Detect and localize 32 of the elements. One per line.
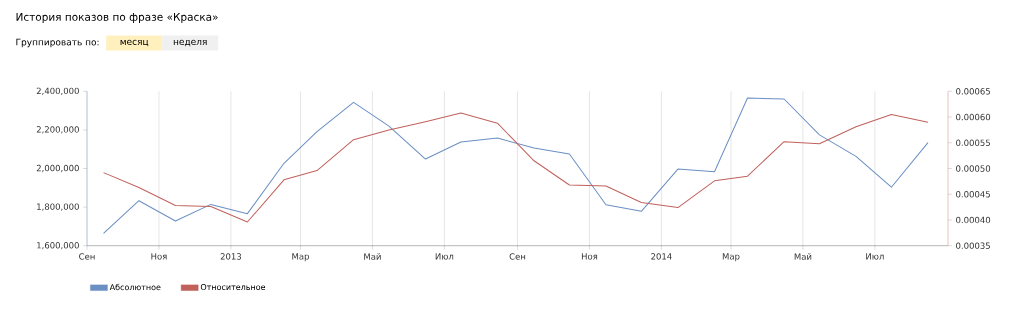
y2-tick-label: 0.00065 — [956, 88, 990, 95]
chart-title: История показов по фразе «Краска» — [16, 13, 218, 23]
line-series — [103, 97, 929, 234]
text: месяц — [120, 39, 149, 47]
y-tick-label: 2,400,000 — [36, 87, 79, 95]
y-tick-label: 2,200,000 — [36, 126, 79, 134]
legend-label: Относительное — [200, 284, 266, 291]
x-tick-label: 2014 — [651, 253, 672, 260]
x-tick-label: Июл — [435, 253, 454, 260]
y-tick-label: 2,000,000 — [36, 164, 79, 173]
y2-tick-label: 0.00040 — [956, 216, 991, 224]
x-tick-label: Ноя — [151, 253, 167, 260]
y2-tick-label: 0.00035 — [956, 242, 990, 249]
line-series — [103, 112, 929, 223]
y2-tick-label: 0.00060 — [956, 113, 991, 121]
y-tick-label: 1,800,000 — [37, 203, 79, 211]
x-tick-label: 2013 — [220, 253, 242, 260]
y2-tick-label: 0.00055 — [956, 139, 990, 146]
y2-tick-label: 0.00050 — [956, 165, 991, 172]
y2-tick-label: 0.00045 — [956, 191, 990, 198]
x-tick-label: Сен — [509, 253, 526, 260]
legend-label: Абсолютное — [109, 283, 161, 291]
x-tick-label: Ноя — [581, 253, 598, 260]
x-tick-label: Май — [794, 253, 812, 260]
x-tick-label: Сен — [79, 253, 95, 260]
x-tick-label: Июл — [866, 253, 884, 260]
chart-subtitle: Группировать по: — [16, 38, 99, 48]
text: неделя — [173, 39, 207, 47]
x-tick-label: Мар — [292, 253, 309, 262]
x-tick-label: Май — [364, 253, 381, 260]
x-tick-label: Мар — [722, 253, 740, 262]
y-tick-label: 1,600,000 — [37, 242, 79, 250]
